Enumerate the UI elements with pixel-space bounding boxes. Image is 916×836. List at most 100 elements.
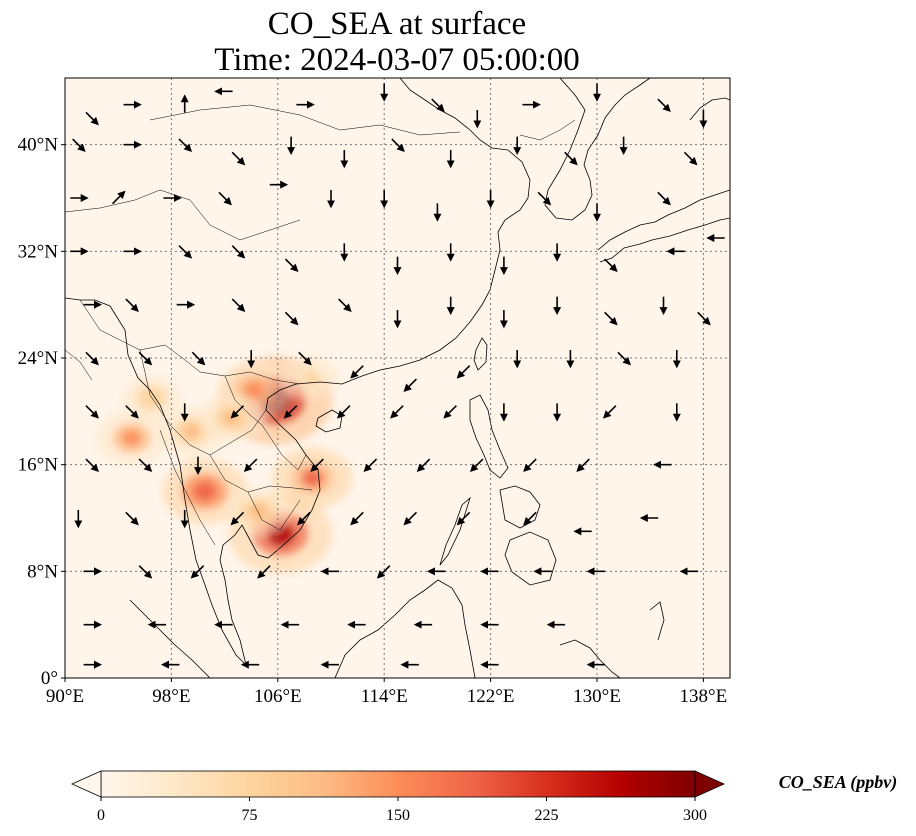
latitude-tick-labels: 0° 8°N 16°N 24°N 32°N 40°N	[18, 135, 65, 689]
wind-arrow	[178, 245, 193, 259]
taiwan-coastline	[473, 337, 488, 371]
wind-arrow	[190, 565, 205, 579]
hainan-coastline	[315, 409, 343, 433]
japan-coastline-south	[599, 217, 730, 263]
graticule	[65, 78, 730, 678]
border-line	[159, 429, 216, 546]
wind-arrow	[657, 98, 671, 113]
wind-arrow	[391, 138, 405, 153]
lat-tick-label: 24°N	[18, 348, 59, 369]
wind-arrow	[350, 365, 364, 379]
wind-arrow	[125, 405, 139, 419]
colorbar-tick-label: 75	[242, 807, 258, 824]
mindanao-coastline	[504, 531, 557, 586]
sumatra-coastline	[129, 599, 211, 678]
wind-arrow	[231, 245, 246, 259]
wind-arrow	[604, 311, 618, 326]
wind-arrow	[230, 511, 245, 526]
colorbar-ticks: 0 75 150 225 300	[97, 797, 707, 824]
country-borders	[65, 104, 576, 546]
border-line	[247, 491, 301, 531]
wind-arrow	[243, 458, 258, 473]
wind-arrow	[218, 191, 232, 206]
wind-arrow	[431, 98, 445, 113]
colorbar-ramp	[100, 770, 696, 798]
longitude-tick-labels: 90°E 98°E 106°E 114°E 122°E 130°E 138°E	[46, 678, 727, 707]
wind-arrow	[604, 258, 618, 273]
wind-arrow	[403, 378, 418, 393]
wind-arrow	[363, 458, 378, 473]
visayas-coastline	[499, 485, 541, 529]
map-frame	[64, 77, 731, 679]
map-title: CO_SEA at surface	[268, 6, 526, 42]
border-line	[519, 119, 576, 141]
wind-arrow	[537, 191, 552, 206]
mainland-coastline	[65, 78, 531, 667]
co-hotspot	[95, 410, 168, 466]
wind-arrow	[85, 111, 99, 126]
sulawesi-coastline	[559, 639, 621, 678]
wind-arrow	[138, 565, 153, 579]
wind-arrow	[85, 458, 99, 473]
lon-tick-label: 130°E	[573, 686, 621, 707]
wind-arrow	[376, 565, 391, 579]
wind-arrow	[310, 458, 324, 473]
lon-tick-label: 114°E	[361, 686, 408, 707]
wind-arrow	[283, 405, 298, 419]
luzon-coastline	[469, 394, 509, 479]
wind-arrow	[456, 365, 471, 379]
wind-arrow	[138, 351, 153, 366]
wind-arrow	[297, 511, 311, 526]
co-hotspot	[282, 356, 340, 400]
border-line	[79, 299, 301, 385]
wind-arrow	[683, 151, 698, 166]
wind-arrow	[138, 458, 153, 473]
border-line	[149, 104, 461, 136]
lon-tick-label: 138°E	[680, 686, 728, 707]
border-line	[65, 349, 93, 381]
wind-arrow	[125, 511, 139, 526]
wind-arrow	[230, 405, 245, 419]
lat-tick-label: 0°	[41, 668, 58, 689]
colorbar-tick-label: 225	[535, 807, 559, 824]
lon-tick-label: 98°E	[152, 686, 190, 707]
japan-coastline	[597, 189, 730, 251]
new-guinea-coastline	[649, 601, 665, 641]
map-background	[65, 78, 730, 678]
wind-arrow	[617, 351, 631, 366]
border-line	[139, 349, 267, 456]
wind-arrow	[456, 511, 471, 526]
colorbar-tick-label: 0	[97, 807, 105, 824]
hokkaido-coastline	[689, 97, 730, 121]
wind-arrow	[85, 405, 99, 419]
palawan-coastline	[439, 496, 471, 566]
lat-tick-label: 8°N	[27, 561, 58, 582]
wind-arrow	[257, 565, 271, 579]
borneo-coastline	[334, 579, 476, 678]
wind-arrow	[657, 191, 671, 206]
wind-vectors	[70, 83, 725, 669]
lon-tick-label: 122°E	[467, 686, 515, 707]
wind-arrow	[72, 138, 86, 153]
wind-arrow	[125, 298, 139, 313]
wind-arrow	[523, 458, 537, 473]
wind-arrow	[336, 405, 351, 419]
wind-arrow	[350, 511, 364, 526]
co-concentration-layer	[95, 356, 353, 574]
wind-arrow	[284, 258, 299, 273]
colorbar-extend-max	[694, 770, 725, 798]
wind-arrow	[602, 405, 617, 419]
map-subtitle: Time: 2024-03-07 05:00:00	[214, 42, 579, 78]
border-line	[65, 189, 301, 241]
wind-arrow	[85, 351, 99, 366]
border-line	[224, 375, 307, 471]
lat-tick-label: 16°N	[18, 455, 59, 476]
wind-arrow	[443, 405, 457, 419]
wind-arrow	[111, 190, 126, 205]
lon-tick-label: 106°E	[254, 686, 302, 707]
wind-arrow	[298, 351, 312, 366]
co-hotspot	[272, 447, 353, 509]
wind-arrow	[564, 151, 578, 166]
lat-tick-label: 32°N	[18, 241, 59, 262]
